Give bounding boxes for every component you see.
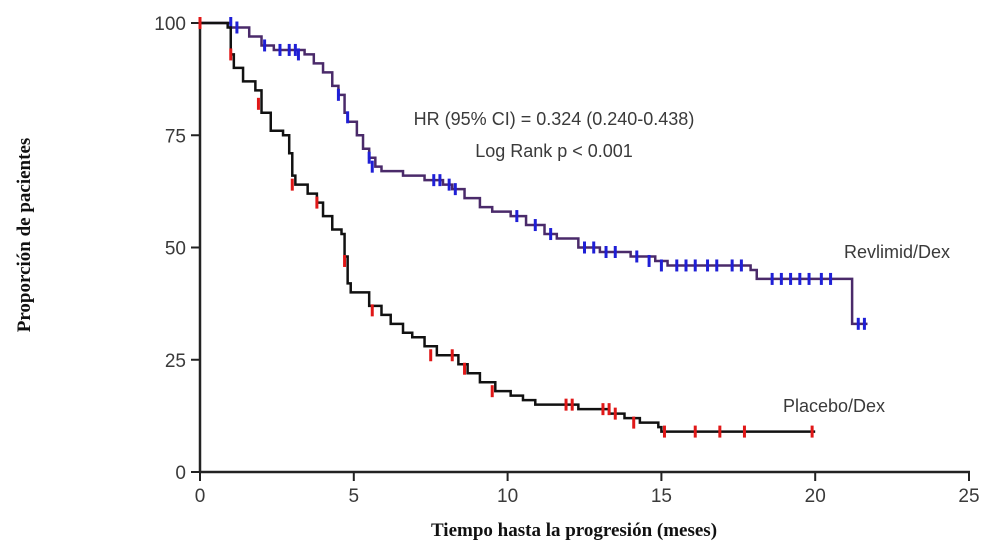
x-axis-title: Tiempo hasta la progresión (meses) [431,520,717,541]
axes: 0 5 10 15 20 25 0 25 50 75 100 [154,14,979,507]
x-tick-label: 10 [497,486,518,507]
x-tick-label: 25 [958,486,979,507]
y-axis-title: Proporción de pacientes [14,138,35,333]
x-tick-label: 15 [651,486,672,507]
km-curve-placebo [200,21,816,433]
x-tick-label: 0 [195,486,206,507]
y-tick-label: 75 [165,126,186,147]
y-tick-label: 25 [165,351,186,372]
y-tick-label: 50 [165,239,186,260]
annotation-logrank: Log Rank p < 0.001 [475,141,633,161]
x-tick-label: 5 [349,486,360,507]
y-tick-label: 100 [154,14,186,35]
km-curve-revlimid [200,21,868,326]
series-layer [198,17,868,438]
series-label-revlimid: Revlimid/Dex [844,242,950,262]
y-tick-label: 0 [175,463,186,484]
series-label-placebo: Placebo/Dex [783,396,885,416]
annotation-hr: HR (95% CI) = 0.324 (0.240-0.438) [414,109,695,129]
x-tick-label: 20 [805,486,826,507]
